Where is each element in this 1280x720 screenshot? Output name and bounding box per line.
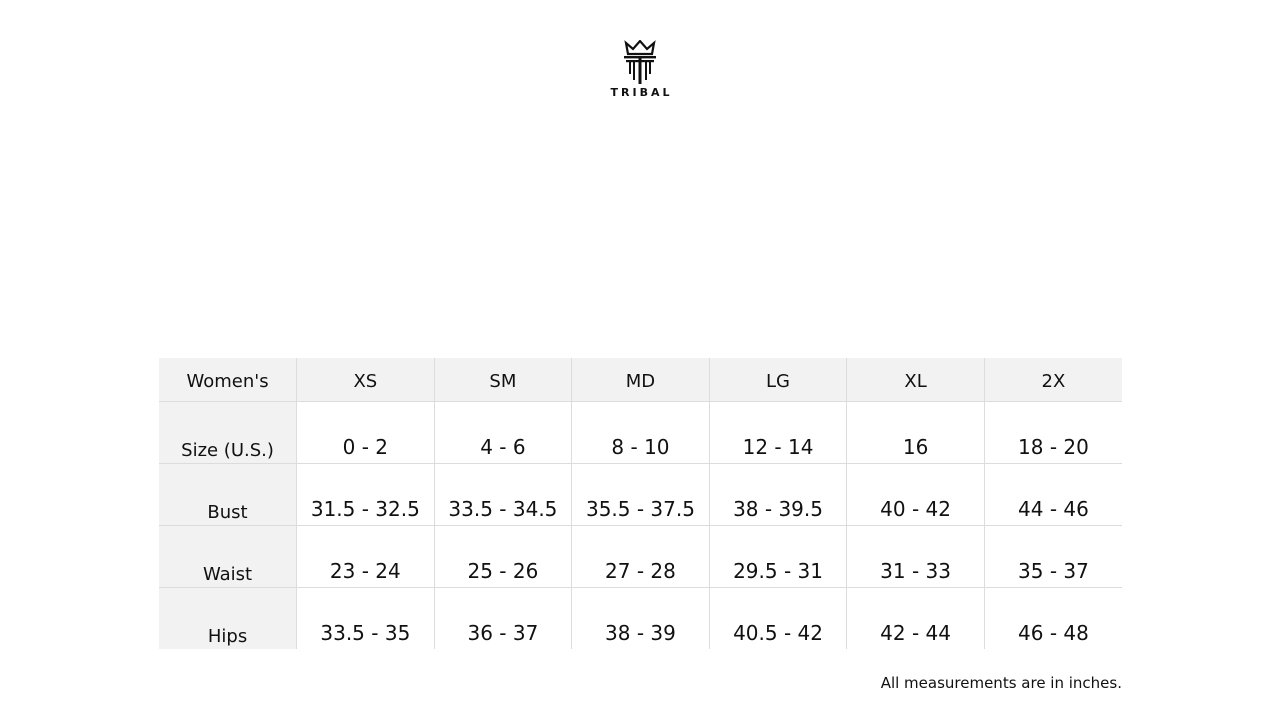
table-cell: 33.5 - 35 — [296, 587, 435, 649]
row-label: Hips — [159, 587, 298, 649]
header-cell: LG — [708, 358, 848, 402]
table-cell: 23 - 24 — [296, 525, 435, 588]
table-header-row: Women's XS SM MD LG XL 2X — [159, 358, 1122, 402]
table-cell: 38 - 39 — [571, 587, 710, 649]
table-cell: 38 - 39.5 — [708, 463, 848, 526]
table-row: Size (U.S.) 0 - 2 4 - 6 8 - 10 12 - 14 1… — [159, 401, 1122, 464]
table-cell: 18 - 20 — [983, 401, 1122, 464]
table-cell: 42 - 44 — [846, 587, 985, 649]
table-row: Waist 23 - 24 25 - 26 27 - 28 29.5 - 31 … — [159, 525, 1122, 588]
table-cell: 46 - 48 — [983, 587, 1122, 649]
table-row: Bust 31.5 - 32.5 33.5 - 34.5 35.5 - 37.5… — [159, 463, 1122, 526]
header-cell: XL — [846, 358, 985, 402]
table-cell: 4 - 6 — [433, 401, 573, 464]
row-label: Waist — [159, 525, 298, 588]
table-cell: 25 - 26 — [433, 525, 573, 588]
table-cell: 36 - 37 — [433, 587, 573, 649]
table-cell: 8 - 10 — [571, 401, 710, 464]
table-cell: 35 - 37 — [983, 525, 1122, 588]
measurement-note: All measurements are in inches. — [880, 674, 1122, 692]
header-cell: MD — [571, 358, 710, 402]
size-chart-table: Women's XS SM MD LG XL 2X Size (U.S.) 0 … — [159, 358, 1122, 649]
row-label: Bust — [159, 463, 298, 526]
table-cell: 0 - 2 — [296, 401, 435, 464]
table-cell: 40 - 42 — [846, 463, 985, 526]
table-cell: 16 — [846, 401, 985, 464]
row-label: Size (U.S.) — [159, 401, 298, 464]
table-cell: 44 - 46 — [983, 463, 1122, 526]
table-cell: 29.5 - 31 — [708, 525, 848, 588]
header-cell: 2X — [983, 358, 1122, 402]
table-cell: 27 - 28 — [571, 525, 710, 588]
crown-t-icon — [624, 40, 656, 84]
table-cell: 12 - 14 — [708, 401, 848, 464]
header-cell: XS — [296, 358, 435, 402]
tribal-logo: TRIBAL — [600, 40, 680, 99]
table-cell: 40.5 - 42 — [708, 587, 848, 649]
table-cell: 31 - 33 — [846, 525, 985, 588]
table-cell: 31.5 - 32.5 — [296, 463, 435, 526]
header-cell: Women's — [159, 358, 298, 402]
header-cell: SM — [433, 358, 573, 402]
table-cell: 33.5 - 34.5 — [433, 463, 573, 526]
table-cell: 35.5 - 37.5 — [571, 463, 710, 526]
brand-name: TRIBAL — [610, 86, 673, 99]
table-row: Hips 33.5 - 35 36 - 37 38 - 39 40.5 - 42… — [159, 587, 1122, 649]
